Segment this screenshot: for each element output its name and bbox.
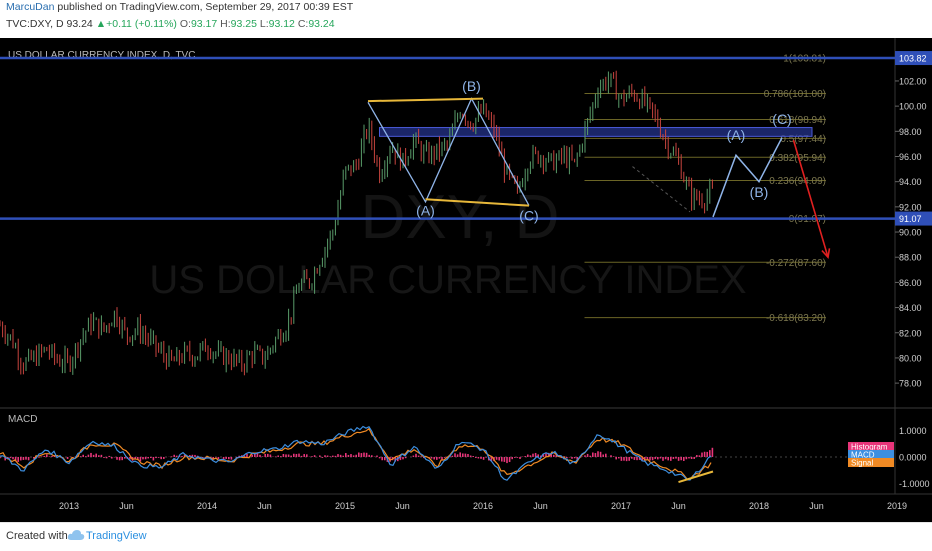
macd-tick-label: -1.0000 xyxy=(899,479,930,489)
open-value: 93.17 xyxy=(190,18,218,30)
horizontal-lines-layer xyxy=(0,56,895,220)
resistance-zone-layer xyxy=(379,127,813,137)
fib-level-label: 0.5(97.44) xyxy=(780,134,826,145)
footer: Created with TradingView xyxy=(0,522,932,551)
trend-dashed-line xyxy=(632,166,691,213)
price-tick-label: 88.00 xyxy=(899,253,922,263)
macd-divergence-line xyxy=(678,470,714,484)
low-label: L: xyxy=(259,18,269,30)
price-tick-label: 78.00 xyxy=(899,379,922,389)
forecast-arrow-line xyxy=(792,139,829,258)
projection-path xyxy=(712,137,783,218)
tradingview-link[interactable]: TradingView xyxy=(86,530,147,542)
fib-level-label: 0.236(94.09) xyxy=(769,176,826,187)
low-value: 93.12 xyxy=(268,18,295,30)
close-value: 93.24 xyxy=(308,18,335,30)
forecast-arrowhead xyxy=(821,248,831,259)
macd-legend-tag: MACD xyxy=(851,451,875,460)
macd-tick-label: 0.0000 xyxy=(899,452,927,462)
time-tick-label: 2014 xyxy=(197,501,217,511)
wave-label: (A) xyxy=(727,127,746,143)
time-tick-label: Jun xyxy=(119,501,134,511)
price-tick-label: 84.00 xyxy=(899,303,922,313)
candles-layer xyxy=(0,70,713,376)
macd-legend-tag-bg xyxy=(848,458,894,467)
price-tick-label: 86.00 xyxy=(899,278,922,288)
support-price-tag: 91.07 xyxy=(899,214,922,224)
price-tick-label: 102.00 xyxy=(899,76,927,86)
time-tick-label: Jun xyxy=(395,501,410,511)
wave-label: (A) xyxy=(416,203,435,219)
wave-abc-path xyxy=(367,97,530,206)
published-text: published on TradingView.com, September … xyxy=(57,1,354,13)
up-triangle-icon: ▲ xyxy=(95,18,107,30)
wave-label: (B) xyxy=(750,184,769,200)
created-with-text: Created with xyxy=(6,530,68,542)
chart-background xyxy=(0,38,932,522)
fib-level-label: 0.382(95.94) xyxy=(769,153,826,164)
time-tick-label: 2016 xyxy=(473,501,493,511)
wave-label: (C) xyxy=(772,111,791,127)
time-tick-label: 2015 xyxy=(335,501,355,511)
drawings-layer: (B) (A) (C) (A) (B) (C) xyxy=(367,78,831,259)
time-tick-label: 2018 xyxy=(749,501,769,511)
close-label: C: xyxy=(297,18,309,30)
fib-level-label: -0.272(87.60) xyxy=(766,258,826,269)
price-chart[interactable]: DXY, D US DOLLAR CURRENCY INDEX US DOLLA… xyxy=(0,38,932,522)
price-tick-label: 100.00 xyxy=(899,102,927,112)
watermark-name: US DOLLAR CURRENCY INDEX xyxy=(149,258,746,302)
price-tick-label: 98.00 xyxy=(899,127,922,137)
publish-info: MarcuDan published on TradingView.com, S… xyxy=(6,1,353,13)
macd-legend-tag-bg xyxy=(848,450,894,459)
divergence-upper-line xyxy=(367,97,484,103)
tradingview-cloud-icon xyxy=(67,530,85,540)
last-price: 93.24 xyxy=(66,18,93,30)
wave-label: (B) xyxy=(462,78,481,94)
time-tick-label: Jun xyxy=(809,501,824,511)
fib-level-label: 0.786(101.00) xyxy=(764,89,826,100)
time-tick-label: 2019 xyxy=(887,501,907,511)
chart-title: US DOLLAR CURRENCY INDEX, D, TVC xyxy=(8,50,195,61)
price-tick-label: 80.00 xyxy=(899,353,922,363)
fib-level-label: -0.618(83.20) xyxy=(766,313,826,324)
high-price-tag: 103.82 xyxy=(899,54,927,64)
macd-pane-title: MACD xyxy=(8,414,37,425)
divergence-lower-line xyxy=(425,198,530,207)
macd-legend-tag: Signal xyxy=(851,459,873,468)
high-label: H: xyxy=(220,18,231,30)
macd-legend-tag: Histogram xyxy=(851,443,888,452)
wave-label: (C) xyxy=(519,208,538,224)
signal-line xyxy=(0,427,712,481)
macd-line xyxy=(0,425,712,481)
price-tick-label: 96.00 xyxy=(899,152,922,162)
fib-level-label: 0.618(98.94) xyxy=(769,115,826,126)
high-value: 93.25 xyxy=(230,18,257,30)
time-tick-label: 2017 xyxy=(611,501,631,511)
high-price-tag-bg xyxy=(895,51,932,66)
price-tick-label: 92.00 xyxy=(899,202,922,212)
time-tick-label: Jun xyxy=(671,501,686,511)
time-tick-label: Jun xyxy=(533,501,548,511)
support-price-tag-bg xyxy=(895,211,932,226)
price-tick-label: 94.00 xyxy=(899,177,922,187)
time-tick-label: Jun xyxy=(257,501,272,511)
resistance-zone xyxy=(379,127,813,137)
author-link[interactable]: MarcuDan xyxy=(6,1,55,13)
time-tick-label: 2013 xyxy=(59,501,79,511)
macd-legend-tag-bg xyxy=(848,442,894,451)
price-tick-label: 82.00 xyxy=(899,328,922,338)
macd-tick-label: 1.0000 xyxy=(899,426,927,436)
symbol-info: TVC:DXY, D 93.24 ▲+0.11 (+0.11%) O:93.17… xyxy=(6,18,335,30)
price-tick-label: 90.00 xyxy=(899,228,922,238)
open-label: O: xyxy=(179,18,191,30)
symbol-label: TVC:DXY, D xyxy=(6,18,64,30)
price-change: +0.11 (+0.11%) xyxy=(106,18,177,30)
axes-layer: 78.00 80.00 82.00 84.00 86.00 88.00 90.00 92.00… xyxy=(59,51,932,511)
